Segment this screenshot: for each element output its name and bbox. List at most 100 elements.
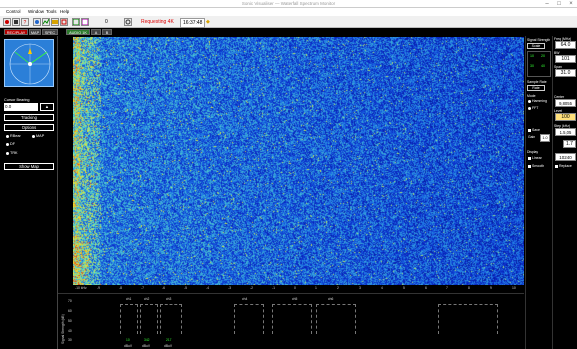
tab-map[interactable]: MAP <box>29 29 41 35</box>
channel-unit: dBuV <box>142 344 151 348</box>
freq-value[interactable]: 64.0 <box>555 41 576 49</box>
cursor-bearing-label: Cursor Bearing <box>4 98 30 102</box>
cursor-bearing-value[interactable]: 0.0 <box>4 103 38 111</box>
save-checkbox[interactable]: Save <box>528 128 540 132</box>
radio-rbear[interactable]: RBear <box>6 134 21 138</box>
tools-icon[interactable] <box>60 18 68 26</box>
level-value: 20 <box>541 54 545 58</box>
waterfall-display[interactable] <box>73 37 524 285</box>
frequency-tick-label: 10 <box>512 286 516 290</box>
rate-button[interactable]: Rate <box>527 85 545 91</box>
step-value[interactable]: 1.5,05 <box>555 128 576 136</box>
menu-window[interactable]: Window <box>28 9 45 14</box>
level-value: 10 <box>530 54 534 58</box>
menu-control[interactable]: Control <box>6 9 21 14</box>
record-icon[interactable] <box>3 18 11 26</box>
frequency-tick-label: 5 <box>403 286 405 290</box>
span-label: Span <box>554 65 562 69</box>
frequency-tick-label: -5 <box>184 286 188 290</box>
level-value: 30 <box>530 64 534 68</box>
tab-audio[interactable]: AUDIO 1K <box>66 29 90 35</box>
frequency-tick-label: 6 <box>425 286 427 290</box>
span-value[interactable]: 31.0 <box>555 69 576 77</box>
gain-value[interactable]: 1.0 <box>540 134 550 142</box>
waterfall-canvas <box>73 37 524 285</box>
step-label: Step (kHz) <box>554 124 571 128</box>
grid-icon[interactable] <box>81 18 89 26</box>
channel-label: ch2 <box>144 297 150 301</box>
show-map-button[interactable]: Show Map <box>4 163 54 170</box>
tab-rec-play[interactable]: REC/PLAY <box>4 29 28 35</box>
bw-value[interactable]: 101 <box>555 55 576 63</box>
settings-icon[interactable] <box>33 18 41 26</box>
help-icon[interactable]: ? <box>21 18 29 26</box>
tab-a[interactable]: A <box>91 29 101 35</box>
maximize-button[interactable]: □ <box>557 1 561 7</box>
frequency-tick-label: -7 <box>141 286 145 290</box>
linear-checkbox[interactable]: Linear <box>528 156 542 160</box>
signal-strength-panel: Signal Strength (dB) 70 60 50 40 30 ch1 … <box>58 293 524 349</box>
radio-df[interactable]: DF <box>6 142 15 146</box>
options-button[interactable]: Options <box>4 124 54 131</box>
right-settings-panel: Signal Strength Scale 10 20 30 40 Sample… <box>525 36 552 349</box>
channel-scope <box>160 304 182 334</box>
toolbar: ? 0 Requesting 4K 16:37:48 ◆ <box>0 16 577 28</box>
svg-text:?: ? <box>24 20 27 25</box>
config-icon[interactable] <box>124 18 132 26</box>
center-label: Center <box>554 95 565 99</box>
title-bar: Sonic Visualiser — Waterfall Spectrum Mo… <box>0 0 577 8</box>
stop-icon[interactable] <box>12 18 20 26</box>
radio-map[interactable]: MAP <box>32 134 44 138</box>
scale-tick: 60 <box>68 309 72 313</box>
tab-row: REC/PLAY MAP SPEC AUDIO 1K A B <box>0 28 577 36</box>
radio-trk[interactable]: TRK <box>6 151 18 155</box>
scale-tick: 50 <box>68 319 72 323</box>
center-value[interactable]: 9,8055 <box>555 99 576 107</box>
bw-label: BW <box>554 51 560 55</box>
frequency-tick-label: 1 <box>315 286 317 290</box>
folder-icon[interactable] <box>51 18 59 26</box>
close-button[interactable]: × <box>569 1 573 7</box>
cursor-set-button[interactable]: ▲ <box>40 103 54 111</box>
right-values-panel: Freq (MHz) 64.0 BW 101 Span 31.0 Center … <box>552 36 577 349</box>
frequency-tick-label: -9 <box>97 286 101 290</box>
frequency-tick-label: 3 <box>359 286 361 290</box>
arrow-icon[interactable]: ◆ <box>206 19 210 25</box>
sample-rate-label: Sample Rate <box>527 80 547 84</box>
frequency-tick-label: 7 <box>446 286 448 290</box>
signal-strength-header: Signal Strength <box>527 38 551 42</box>
menu-help[interactable]: Help <box>60 9 70 14</box>
channel-scope <box>438 304 498 334</box>
channel-value: 10 <box>126 338 130 342</box>
waterfall-time-strip <box>58 37 73 292</box>
small-value[interactable]: 1.7 <box>563 140 576 148</box>
tracking-button[interactable]: Tracking <box>4 114 54 121</box>
level-value-box[interactable]: 100 <box>555 113 576 121</box>
menu-tools[interactable]: Tools <box>46 9 57 14</box>
tab-b[interactable]: B <box>102 29 112 35</box>
channel-label: ch5 <box>292 297 298 301</box>
tab-spec[interactable]: SPEC <box>42 29 58 35</box>
frequency-tick-label: 9 <box>490 286 492 290</box>
smooth-checkbox[interactable]: Smooth <box>528 164 544 168</box>
frequency-axis: -10 kHz -9 -8 -7 -6 -5 -4 -3 -2 -1 0 1 2 3 4 5 6 7 8 9 10 <box>73 285 524 292</box>
radio-hamming[interactable]: Hamming <box>528 99 547 103</box>
minimize-button[interactable]: – <box>545 1 549 7</box>
channel-label: ch1 <box>126 297 132 301</box>
freq-label: Freq (MHz) <box>554 37 572 41</box>
gain-label: Gain <box>528 135 536 139</box>
frequency-tick-label: 0 <box>294 286 296 290</box>
radio-fft[interactable]: FFT <box>528 106 538 110</box>
replace-checkbox[interactable]: Replace <box>555 164 572 168</box>
signal-strength-axis-label: Signal Strength (dB) <box>61 314 65 344</box>
display-label: Display <box>527 150 539 154</box>
save-icon[interactable] <box>72 18 80 26</box>
frequency-tick-label: 8 <box>468 286 470 290</box>
bearing-compass[interactable] <box>4 39 54 87</box>
channel-value: 217 <box>166 338 172 342</box>
toolbar-field-value[interactable]: 0 <box>105 19 108 25</box>
chart-icon[interactable] <box>42 18 50 26</box>
buffer-value[interactable]: 10240 <box>555 153 576 161</box>
scale-button[interactable]: Scale <box>527 43 545 49</box>
